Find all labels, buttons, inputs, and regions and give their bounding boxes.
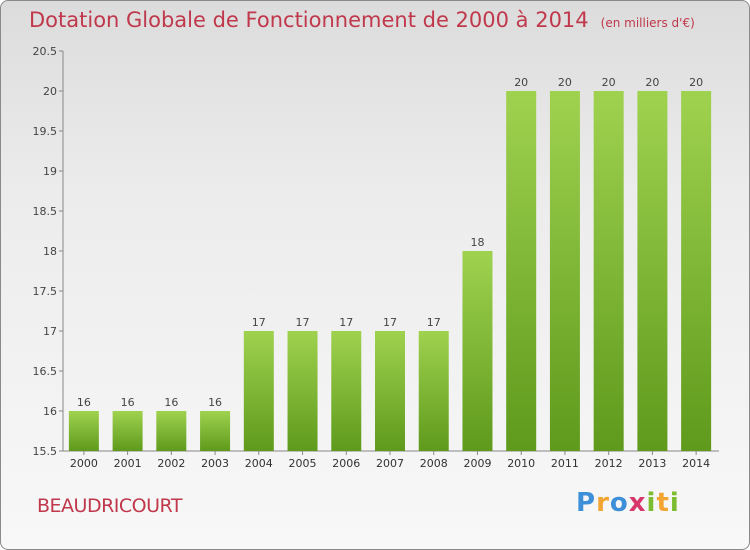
bar <box>637 91 668 451</box>
x-tick-label: 2000 <box>70 457 98 470</box>
commune-name: BEAUDRICOURT <box>37 495 182 517</box>
x-tick-label: 2003 <box>201 457 229 470</box>
x-tick-label: 2012 <box>595 457 623 470</box>
x-tick-label: 2007 <box>376 457 404 470</box>
bar <box>200 411 231 451</box>
bar <box>331 331 362 451</box>
bar <box>681 91 712 451</box>
y-tick-label: 20 <box>43 85 57 98</box>
y-tick-label: 18.5 <box>33 205 58 218</box>
y-tick-label: 17 <box>43 325 57 338</box>
x-tick-label: 2010 <box>507 457 535 470</box>
bar <box>287 331 318 451</box>
x-tick-label: 2006 <box>332 457 360 470</box>
bar-value-label: 20 <box>645 76 659 89</box>
bar-value-label: 20 <box>558 76 572 89</box>
bar-value-label: 17 <box>383 316 397 329</box>
bar-value-label: 16 <box>77 396 91 409</box>
x-tick-label: 2001 <box>114 457 142 470</box>
bar <box>112 411 143 451</box>
chart-subtitle: (en milliers d'€) <box>600 16 695 30</box>
x-tick-label: 2005 <box>289 457 317 470</box>
y-tick-label: 19.5 <box>33 125 58 138</box>
bar <box>549 91 580 451</box>
axes: 15.5 16 16.5 17 17.5 18 18.5 19 19.5 20 20.5 <box>33 45 719 458</box>
bar-value-label: 17 <box>252 316 266 329</box>
x-tick-label: 2009 <box>463 457 491 470</box>
bar-value-label: 17 <box>339 316 353 329</box>
bar <box>506 91 537 451</box>
labels: 16 2000 16 2001 16 2002 16 2003 17 2004 17 2005 17 20… <box>70 76 710 470</box>
bar <box>243 331 274 451</box>
bar-value-label: 16 <box>208 396 222 409</box>
x-tick-label: 2004 <box>245 457 273 470</box>
y-tick-label: 20.5 <box>33 45 58 58</box>
bar <box>462 251 493 451</box>
bar-value-label: 20 <box>514 76 528 89</box>
y-tick-label: 18 <box>43 245 57 258</box>
bar <box>68 411 99 451</box>
bar <box>418 331 449 451</box>
x-tick-label: 2008 <box>420 457 448 470</box>
y-tick-label: 16 <box>43 405 57 418</box>
bars <box>68 91 712 451</box>
proxiti-logo[interactable]: Proxiti <box>576 488 680 518</box>
y-tick-label: 19 <box>43 165 57 178</box>
bar-value-label: 16 <box>121 396 135 409</box>
bar-value-label: 16 <box>164 396 178 409</box>
y-tick-label: 15.5 <box>33 445 58 458</box>
bar <box>593 91 624 451</box>
bar-value-label: 20 <box>602 76 616 89</box>
bar-value-label: 17 <box>296 316 310 329</box>
bar-value-label: 17 <box>427 316 441 329</box>
x-tick-label: 2013 <box>638 457 666 470</box>
bar-value-label: 20 <box>689 76 703 89</box>
y-tick-label: 16.5 <box>33 365 58 378</box>
x-tick-label: 2002 <box>157 457 185 470</box>
bar <box>375 331 405 451</box>
x-tick-label: 2014 <box>682 457 710 470</box>
bar <box>156 411 187 451</box>
x-tick-label: 2011 <box>551 457 579 470</box>
chart-title: Dotation Globale de Fonctionnement de 20… <box>29 8 695 32</box>
bar-value-label: 18 <box>470 236 484 249</box>
chart-title-text: Dotation Globale de Fonctionnement de 20… <box>29 8 589 32</box>
y-tick-label: 17.5 <box>33 285 58 298</box>
